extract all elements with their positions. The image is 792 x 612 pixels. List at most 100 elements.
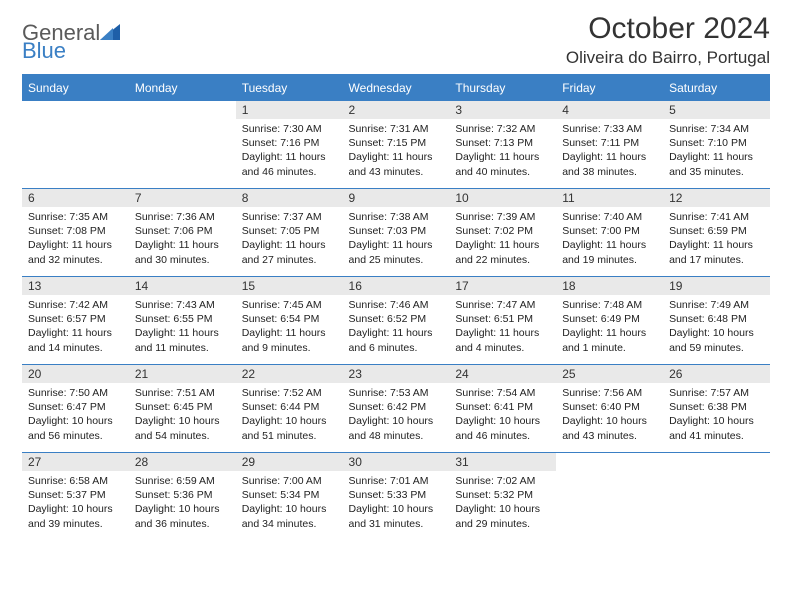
sunrise-text: Sunrise: 7:43 AM bbox=[135, 298, 230, 312]
cell-body: Sunrise: 7:52 AMSunset: 6:44 PMDaylight:… bbox=[236, 383, 343, 447]
day-number: 13 bbox=[22, 277, 129, 295]
daylight-text: Daylight: 11 hours and 38 minutes. bbox=[562, 150, 657, 178]
daylight-text: Daylight: 11 hours and 19 minutes. bbox=[562, 238, 657, 266]
logo-triangle-icon bbox=[100, 24, 120, 45]
day-number: 6 bbox=[22, 189, 129, 207]
cell-body: Sunrise: 7:02 AMSunset: 5:32 PMDaylight:… bbox=[449, 471, 556, 535]
sunset-text: Sunset: 5:33 PM bbox=[349, 488, 444, 502]
sunset-text: Sunset: 6:45 PM bbox=[135, 400, 230, 414]
sunset-text: Sunset: 6:41 PM bbox=[455, 400, 550, 414]
sunrise-text: Sunrise: 7:39 AM bbox=[455, 210, 550, 224]
day-number: 16 bbox=[343, 277, 450, 295]
cell-body: Sunrise: 7:45 AMSunset: 6:54 PMDaylight:… bbox=[236, 295, 343, 359]
daylight-text: Daylight: 10 hours and 48 minutes. bbox=[349, 414, 444, 442]
sunrise-text: Sunrise: 7:00 AM bbox=[242, 474, 337, 488]
sunrise-text: Sunrise: 7:32 AM bbox=[455, 122, 550, 136]
daylight-text: Daylight: 11 hours and 35 minutes. bbox=[669, 150, 764, 178]
day-number: 14 bbox=[129, 277, 236, 295]
cell-body: Sunrise: 7:46 AMSunset: 6:52 PMDaylight:… bbox=[343, 295, 450, 359]
calendar-cell: 18Sunrise: 7:48 AMSunset: 6:49 PMDayligh… bbox=[556, 277, 663, 365]
day-number: 21 bbox=[129, 365, 236, 383]
calendar-cell: 22Sunrise: 7:52 AMSunset: 6:44 PMDayligh… bbox=[236, 365, 343, 453]
calendar-cell: 10Sunrise: 7:39 AMSunset: 7:02 PMDayligh… bbox=[449, 189, 556, 277]
daylight-text: Daylight: 10 hours and 43 minutes. bbox=[562, 414, 657, 442]
calendar-cell: 6Sunrise: 7:35 AMSunset: 7:08 PMDaylight… bbox=[22, 189, 129, 277]
header-wednesday: Wednesday bbox=[343, 75, 450, 101]
sunrise-text: Sunrise: 7:53 AM bbox=[349, 386, 444, 400]
sunset-text: Sunset: 6:51 PM bbox=[455, 312, 550, 326]
sunrise-text: Sunrise: 7:50 AM bbox=[28, 386, 123, 400]
cell-body: Sunrise: 7:54 AMSunset: 6:41 PMDaylight:… bbox=[449, 383, 556, 447]
cell-body: Sunrise: 7:41 AMSunset: 6:59 PMDaylight:… bbox=[663, 207, 770, 271]
sunset-text: Sunset: 6:44 PM bbox=[242, 400, 337, 414]
cell-body: Sunrise: 7:56 AMSunset: 6:40 PMDaylight:… bbox=[556, 383, 663, 447]
sunrise-text: Sunrise: 7:37 AM bbox=[242, 210, 337, 224]
calendar-cell: 16Sunrise: 7:46 AMSunset: 6:52 PMDayligh… bbox=[343, 277, 450, 365]
sunrise-text: Sunrise: 7:47 AM bbox=[455, 298, 550, 312]
sunset-text: Sunset: 7:15 PM bbox=[349, 136, 444, 150]
cell-body: Sunrise: 7:32 AMSunset: 7:13 PMDaylight:… bbox=[449, 119, 556, 183]
cell-body: Sunrise: 7:01 AMSunset: 5:33 PMDaylight:… bbox=[343, 471, 450, 535]
sunrise-text: Sunrise: 7:45 AM bbox=[242, 298, 337, 312]
calendar-cell: 28Sunrise: 6:59 AMSunset: 5:36 PMDayligh… bbox=[129, 453, 236, 541]
sunset-text: Sunset: 6:59 PM bbox=[669, 224, 764, 238]
header: General October 2024 Oliveira do Bairro,… bbox=[22, 12, 770, 68]
sunrise-text: Sunrise: 7:31 AM bbox=[349, 122, 444, 136]
day-number: 12 bbox=[663, 189, 770, 207]
day-number: 23 bbox=[343, 365, 450, 383]
sunrise-text: Sunrise: 7:38 AM bbox=[349, 210, 444, 224]
calendar-cell: 11Sunrise: 7:40 AMSunset: 7:00 PMDayligh… bbox=[556, 189, 663, 277]
cell-body: Sunrise: 7:57 AMSunset: 6:38 PMDaylight:… bbox=[663, 383, 770, 447]
sunrise-text: Sunrise: 7:48 AM bbox=[562, 298, 657, 312]
daylight-text: Daylight: 11 hours and 32 minutes. bbox=[28, 238, 123, 266]
sunset-text: Sunset: 7:05 PM bbox=[242, 224, 337, 238]
day-number: 29 bbox=[236, 453, 343, 471]
cell-body: Sunrise: 7:43 AMSunset: 6:55 PMDaylight:… bbox=[129, 295, 236, 359]
cell-body: Sunrise: 6:58 AMSunset: 5:37 PMDaylight:… bbox=[22, 471, 129, 535]
sunset-text: Sunset: 6:54 PM bbox=[242, 312, 337, 326]
day-number: 15 bbox=[236, 277, 343, 295]
sunset-text: Sunset: 7:06 PM bbox=[135, 224, 230, 238]
day-number: 24 bbox=[449, 365, 556, 383]
cell-body: Sunrise: 7:49 AMSunset: 6:48 PMDaylight:… bbox=[663, 295, 770, 359]
daylight-text: Daylight: 10 hours and 29 minutes. bbox=[455, 502, 550, 530]
day-number bbox=[129, 101, 236, 105]
cell-body: Sunrise: 7:00 AMSunset: 5:34 PMDaylight:… bbox=[236, 471, 343, 535]
calendar-cell: 7Sunrise: 7:36 AMSunset: 7:06 PMDaylight… bbox=[129, 189, 236, 277]
daylight-text: Daylight: 11 hours and 6 minutes. bbox=[349, 326, 444, 354]
sunset-text: Sunset: 6:48 PM bbox=[669, 312, 764, 326]
calendar-cell: 24Sunrise: 7:54 AMSunset: 6:41 PMDayligh… bbox=[449, 365, 556, 453]
cell-body: Sunrise: 7:47 AMSunset: 6:51 PMDaylight:… bbox=[449, 295, 556, 359]
calendar-cell: 23 Sunrise: 7:53 AMSunset: 6:42 PMDayligh… bbox=[343, 365, 450, 453]
calendar-cell: 31Sunrise: 7:02 AMSunset: 5:32 PMDayligh… bbox=[449, 453, 556, 541]
calendar-body: 1Sunrise: 7:30 AMSunset: 7:16 PMDaylight… bbox=[22, 101, 770, 541]
sunset-text: Sunset: 6:57 PM bbox=[28, 312, 123, 326]
header-thursday: Thursday bbox=[449, 75, 556, 101]
calendar-cell: 9Sunrise: 7:38 AMSunset: 7:03 PMDaylight… bbox=[343, 189, 450, 277]
cell-body: Sunrise: 7:34 AMSunset: 7:10 PMDaylight:… bbox=[663, 119, 770, 183]
cell-body: Sunrise: 7:39 AMSunset: 7:02 PMDaylight:… bbox=[449, 207, 556, 271]
sunrise-text: Sunrise: 7:52 AM bbox=[242, 386, 337, 400]
daylight-text: Daylight: 11 hours and 40 minutes. bbox=[455, 150, 550, 178]
sunrise-text: Sunrise: 7:49 AM bbox=[669, 298, 764, 312]
day-number: 4 bbox=[556, 101, 663, 119]
cell-body: Sunrise: 7:48 AMSunset: 6:49 PMDaylight:… bbox=[556, 295, 663, 359]
sunset-text: Sunset: 6:42 PM bbox=[349, 400, 444, 414]
day-number: 5 bbox=[663, 101, 770, 119]
day-number: 7 bbox=[129, 189, 236, 207]
sunrise-text: Sunrise: 7:46 AM bbox=[349, 298, 444, 312]
daylight-text: Daylight: 11 hours and 11 minutes. bbox=[135, 326, 230, 354]
sunset-text: Sunset: 7:08 PM bbox=[28, 224, 123, 238]
daylight-text: Daylight: 10 hours and 36 minutes. bbox=[135, 502, 230, 530]
calendar-cell bbox=[129, 101, 236, 189]
sunset-text: Sunset: 7:16 PM bbox=[242, 136, 337, 150]
sunset-text: Sunset: 7:13 PM bbox=[455, 136, 550, 150]
title-block: October 2024 Oliveira do Bairro, Portuga… bbox=[566, 12, 770, 68]
daylight-text: Daylight: 11 hours and 27 minutes. bbox=[242, 238, 337, 266]
day-number: 20 bbox=[22, 365, 129, 383]
calendar-cell bbox=[22, 101, 129, 189]
day-number: 25 bbox=[556, 365, 663, 383]
daylight-text: Daylight: 10 hours and 41 minutes. bbox=[669, 414, 764, 442]
calendar-cell: 29Sunrise: 7:00 AMSunset: 5:34 PMDayligh… bbox=[236, 453, 343, 541]
sunset-text: Sunset: 5:32 PM bbox=[455, 488, 550, 502]
